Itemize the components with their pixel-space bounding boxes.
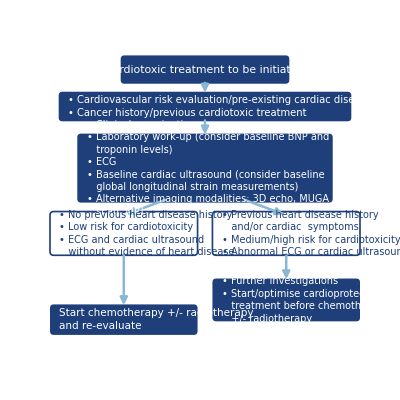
Text: Start chemotherapy +/- radiotherapy
and re-evaluate: Start chemotherapy +/- radiotherapy and …	[59, 308, 254, 331]
FancyBboxPatch shape	[212, 212, 360, 255]
Text: • Previous heart disease history
   and/or cardiac  symptoms
• Medium/high risk : • Previous heart disease history and/or …	[222, 210, 400, 257]
FancyBboxPatch shape	[77, 134, 333, 203]
Text: Cardiotoxic treatment to be initiated: Cardiotoxic treatment to be initiated	[105, 64, 305, 74]
FancyBboxPatch shape	[50, 304, 198, 335]
Text: • No previous heart disease history
• Low risk for cardiotoxicity
• ECG and card: • No previous heart disease history • Lo…	[59, 210, 235, 257]
FancyBboxPatch shape	[50, 212, 198, 255]
FancyBboxPatch shape	[121, 55, 289, 84]
Text: • Cardiovascular risk evaluation/pre-existing cardiac disease
• Cancer history/p: • Cardiovascular risk evaluation/pre-exi…	[68, 95, 372, 118]
Text: • Further investigations
• Start/optimise cardioprotective
   treatment before c: • Further investigations • Start/optimis…	[222, 276, 389, 324]
Text: • Clinical examination
• Laboratory work-up (consider baseline BNP and
   tropon: • Clinical examination • Laboratory work…	[86, 120, 329, 216]
FancyBboxPatch shape	[212, 278, 360, 321]
FancyBboxPatch shape	[59, 92, 351, 121]
